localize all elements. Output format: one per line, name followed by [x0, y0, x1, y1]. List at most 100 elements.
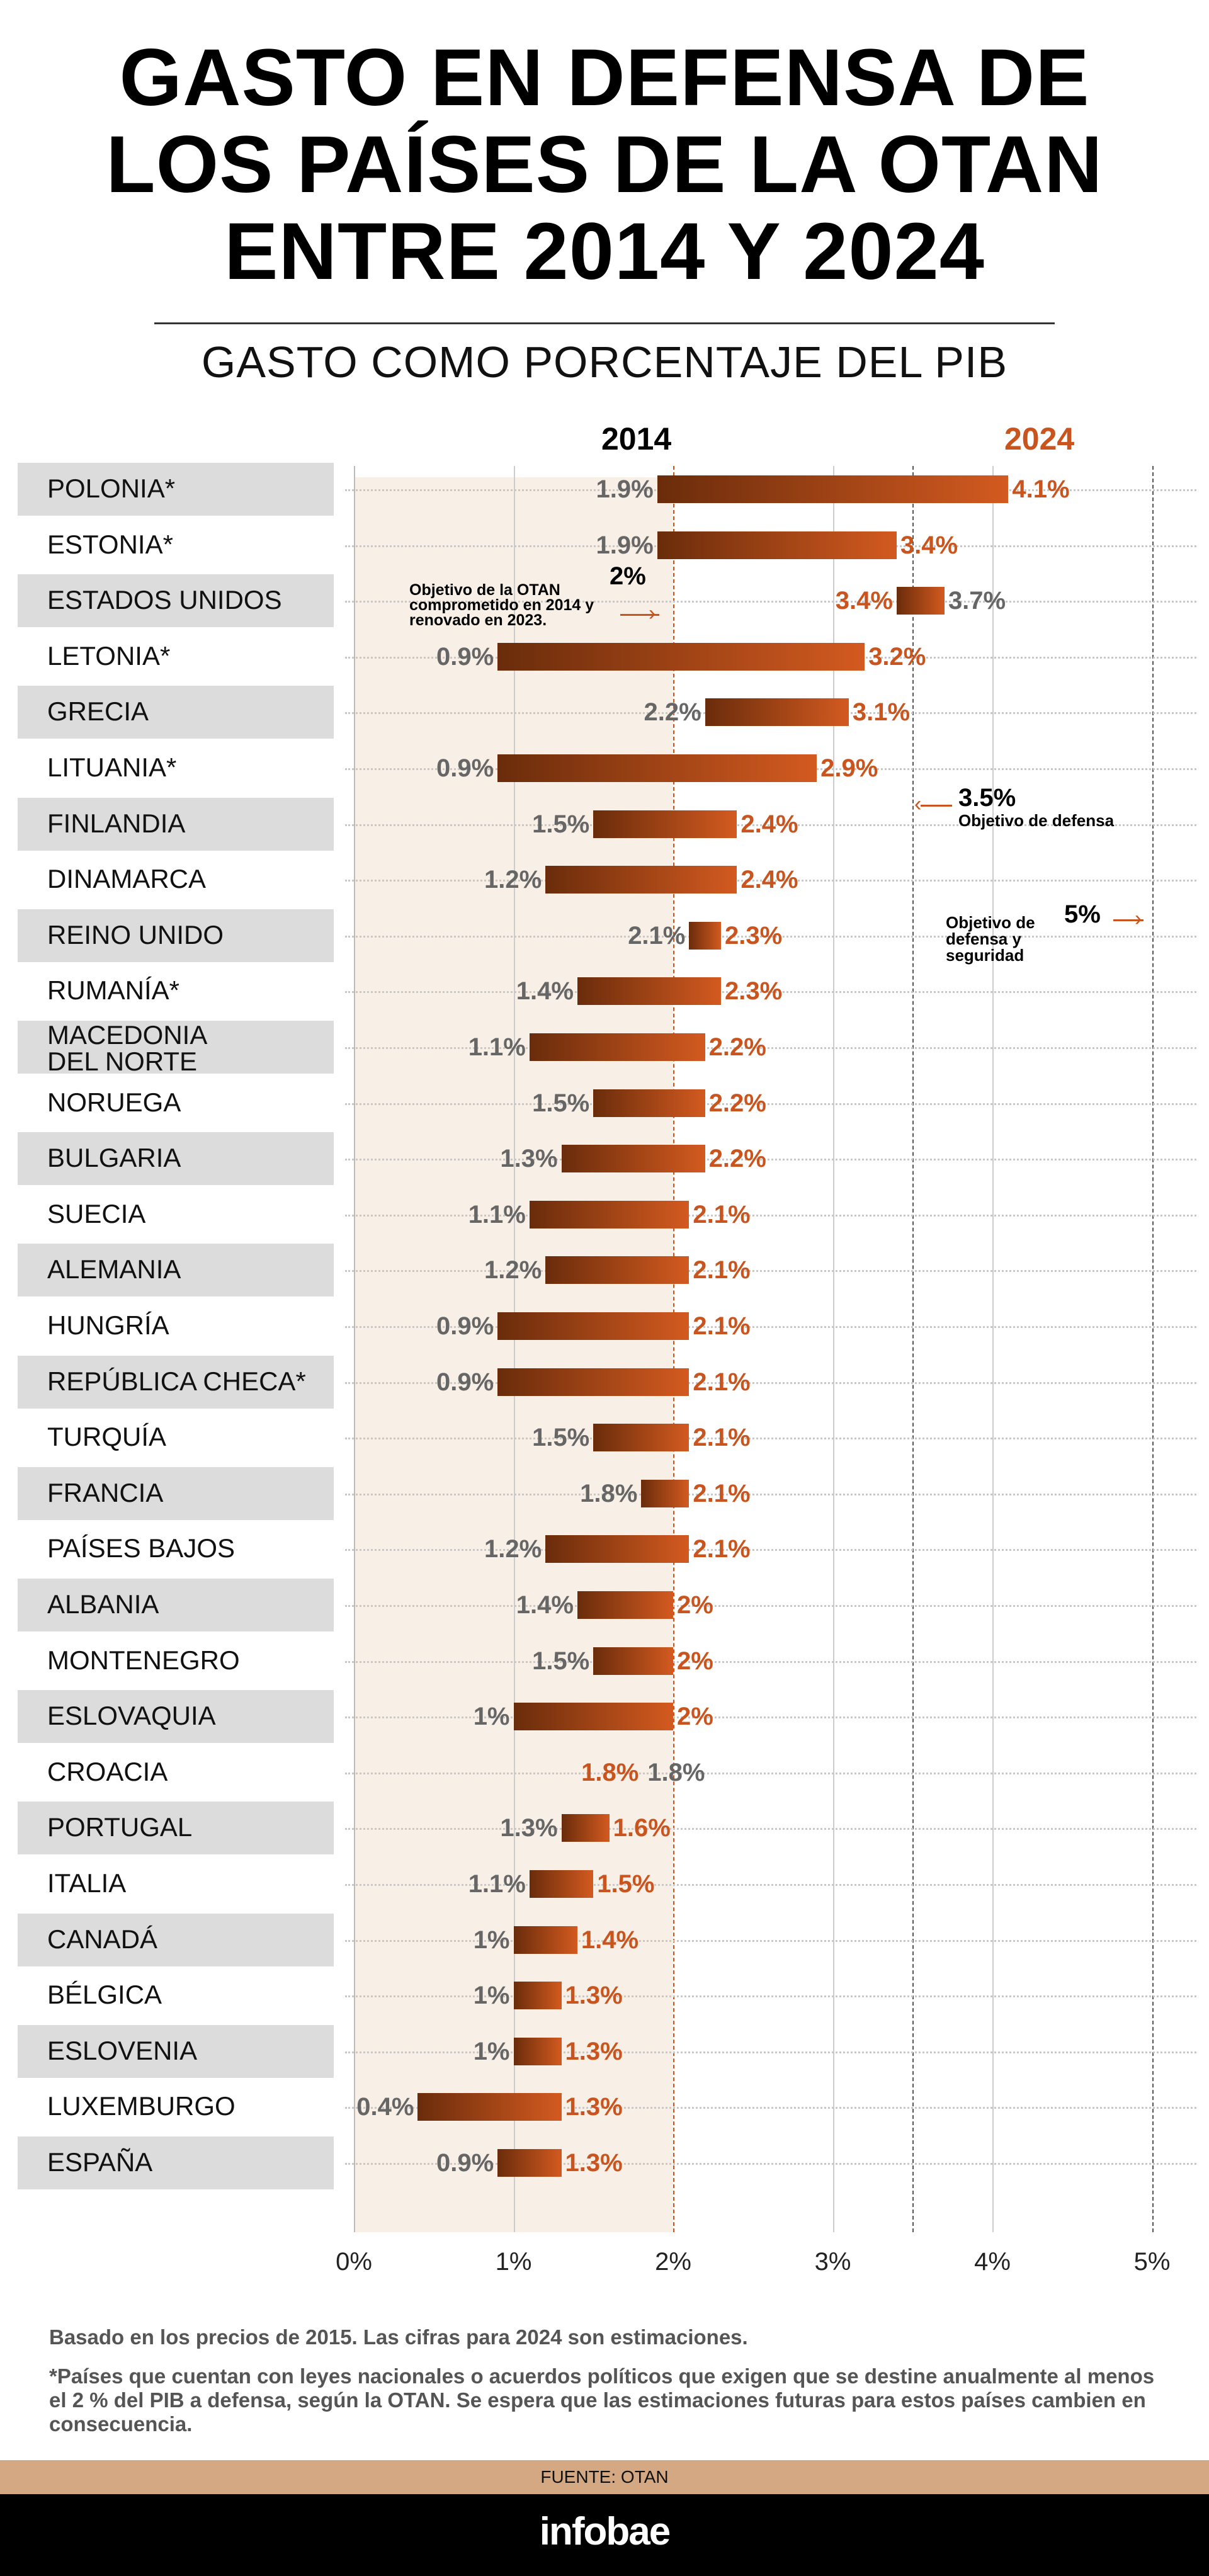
range-bar — [593, 1647, 673, 1675]
value-label-2014: 1% — [473, 1982, 510, 2010]
value-label-2024: 1.3% — [565, 2093, 623, 2121]
value-label-2024: 2.1% — [693, 1312, 751, 1340]
value-label-2014: 1.9% — [596, 531, 654, 559]
value-label-2014: 3.7% — [948, 587, 1006, 615]
country-name: HUNGRÍA — [47, 1310, 169, 1340]
value-label-2024: 3.1% — [852, 698, 911, 727]
country-name: DINAMARCA — [47, 864, 207, 894]
country-label-background — [18, 1244, 334, 1297]
country-name: MACEDONIA DEL NORTE — [47, 1020, 208, 1076]
range-bar — [529, 1033, 705, 1061]
country-name: LUXEMBURGO — [47, 2091, 236, 2121]
range-bar — [561, 1814, 610, 1842]
gridline-0 — [354, 466, 355, 2232]
annotation-5-label: 5% — [1064, 900, 1101, 928]
country-label-background — [18, 463, 334, 516]
range-bar — [705, 698, 849, 727]
row-guideline — [345, 1995, 1196, 1998]
range-bar — [593, 810, 737, 838]
x-tick-label: 5% — [1133, 2248, 1171, 2276]
value-label-2014: 1.3% — [500, 1145, 558, 1173]
value-label-2024: 3.4% — [835, 587, 893, 615]
x-tick-label: 4% — [974, 2248, 1011, 2276]
x-tick-label: 1% — [495, 2248, 532, 2276]
gridline-3 — [832, 466, 834, 2232]
country-name: FRANCIA — [47, 1477, 164, 1507]
arrow-head-icon: › — [649, 601, 656, 625]
value-label-2014: 1.9% — [596, 475, 654, 503]
note-prices: Basado en los precios de 2015. Las cifra… — [49, 2325, 748, 2349]
row-guideline — [345, 1660, 1196, 1663]
value-label-2014: 2.1% — [628, 921, 686, 950]
value-label-2014: 1.5% — [532, 810, 590, 838]
row-guideline — [345, 2163, 1196, 2165]
range-bar — [545, 1256, 690, 1285]
value-label-2024: 2.2% — [708, 1089, 766, 1117]
country-name: LETONIA* — [47, 640, 171, 671]
row-guideline — [345, 1605, 1196, 1607]
value-label-2014: 0.4% — [356, 2093, 414, 2121]
arrow-icon — [921, 805, 952, 807]
country-name: REINO UNIDO — [47, 919, 224, 950]
legend-2014: 2014 — [601, 421, 672, 457]
value-label-2014: 0.9% — [436, 642, 494, 671]
country-name: ESLOVENIA — [47, 2035, 198, 2065]
value-label-2014: 1.8% — [647, 1758, 705, 1786]
row-guideline — [345, 824, 1196, 826]
legend-2024: 2024 — [1004, 421, 1075, 457]
country-label-background — [18, 1801, 334, 1855]
row-guideline — [345, 1270, 1196, 1273]
value-label-2024: 2.9% — [820, 754, 878, 782]
row-guideline — [345, 880, 1196, 882]
annotation-2-label: 2% — [610, 562, 646, 590]
annotation-5-text: Objetivo de defensa y seguridad — [946, 913, 1035, 965]
value-label-2024: 3.4% — [900, 531, 958, 559]
page-title: GASTO EN DEFENSA DE LOS PAÍSES DE LA OTA… — [0, 35, 1209, 295]
value-label-2014: 1.3% — [500, 1814, 558, 1842]
value-label-2014: 0.9% — [436, 2149, 494, 2177]
row-guideline — [345, 601, 1196, 603]
country-label-background — [18, 1913, 334, 1966]
range-bar — [577, 1591, 673, 1619]
value-label-2024: 1.5% — [597, 1870, 655, 1898]
country-name: ESLOVAQUIA — [47, 1701, 216, 1731]
value-label-2014: 1% — [473, 2037, 510, 2065]
value-label-2024: 2.1% — [693, 1368, 751, 1396]
row-guideline — [345, 1438, 1196, 1440]
range-bar — [513, 1926, 577, 1954]
annotation-2-text: Objetivo de la OTAN comprometido en 2014… — [409, 581, 594, 629]
value-label-2024: 1.3% — [565, 2037, 623, 2065]
range-bar — [896, 587, 945, 615]
range-bar — [529, 1870, 594, 1898]
country-name: SUECIA — [47, 1198, 146, 1228]
row-guideline — [345, 1828, 1196, 1830]
country-name: NORUEGA — [47, 1087, 181, 1117]
range-bar — [577, 977, 722, 1006]
range-bar — [545, 1535, 690, 1563]
subtitle: GASTO COMO PORCENTAJE DEL PIB — [201, 338, 1008, 387]
gridline-1 — [513, 466, 515, 2232]
range-bar — [529, 1200, 690, 1228]
value-label-2014: 1.8% — [580, 1479, 638, 1507]
country-label-background — [18, 1132, 334, 1186]
range-bar — [497, 2149, 562, 2177]
value-label-2024: 2.1% — [693, 1256, 751, 1285]
country-name: LITUANIA* — [47, 752, 177, 782]
range-bar — [513, 1703, 673, 1731]
value-label-2014: 1.2% — [484, 1256, 542, 1285]
country-label-background — [18, 909, 334, 962]
range-bar — [513, 2037, 562, 2065]
range-bar — [593, 1089, 705, 1117]
value-label-2024: 2.1% — [693, 1200, 751, 1228]
country-label-background — [18, 686, 334, 739]
source: FUENTE: OTAN — [0, 2460, 1209, 2494]
country-label-background — [18, 1021, 334, 1074]
value-label-2024: 1.3% — [565, 2149, 623, 2177]
value-label-2024: 2.3% — [725, 921, 783, 950]
gridline-4 — [992, 466, 994, 2232]
range-bar — [657, 531, 897, 559]
row-guideline — [345, 1493, 1196, 1495]
country-name: FINLANDIA — [47, 808, 186, 838]
value-label-2024: 2.1% — [693, 1424, 751, 1452]
